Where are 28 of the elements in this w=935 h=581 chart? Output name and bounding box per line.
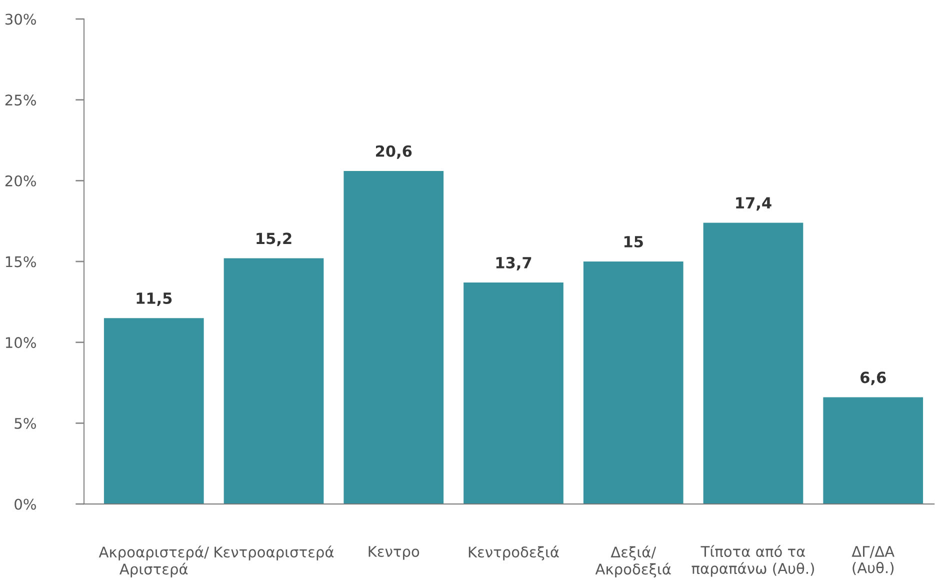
bar	[104, 318, 204, 504]
x-tick-label: Τίποτα από τα παραπάνω (Αυθ.)	[692, 545, 814, 577]
y-tick-label: 15%	[6, 256, 36, 268]
data-label: 15	[624, 236, 643, 248]
bar	[823, 397, 924, 504]
y-tick-label: 30%	[5, 14, 36, 25]
x-tick-label: Κεντρο	[368, 546, 420, 560]
data-label: 17,4	[736, 197, 772, 211]
bar	[583, 262, 684, 504]
bar	[703, 222, 804, 504]
y-tick-label: 25%	[5, 94, 36, 106]
bar	[224, 258, 324, 504]
y-tick-label: 20%	[5, 175, 36, 186]
x-tick-label: Δεξιά/ Ακροδεξιά	[595, 546, 671, 578]
bar	[344, 170, 444, 504]
data-label: 6,6	[860, 372, 886, 386]
data-label: 20,6	[376, 145, 412, 159]
data-label: 13,7	[496, 256, 532, 270]
x-tick-label: Κεντροδεξιά	[468, 546, 559, 560]
x-tick-label: Κεντροαριστερά	[214, 546, 334, 560]
y-tick-label: 0%	[14, 498, 36, 510]
y-tick-label: 10%	[6, 337, 36, 348]
y-tick-label: 5%	[14, 418, 36, 429]
bar	[464, 282, 564, 504]
data-label: 15,2	[256, 232, 292, 246]
x-tick-label: ΔΓ/ΔΑ (Αυθ.)	[852, 546, 894, 575]
data-label: 11,5	[136, 292, 172, 306]
x-tick-label: Ακροαριστερά/ Αριστερά	[98, 546, 210, 578]
